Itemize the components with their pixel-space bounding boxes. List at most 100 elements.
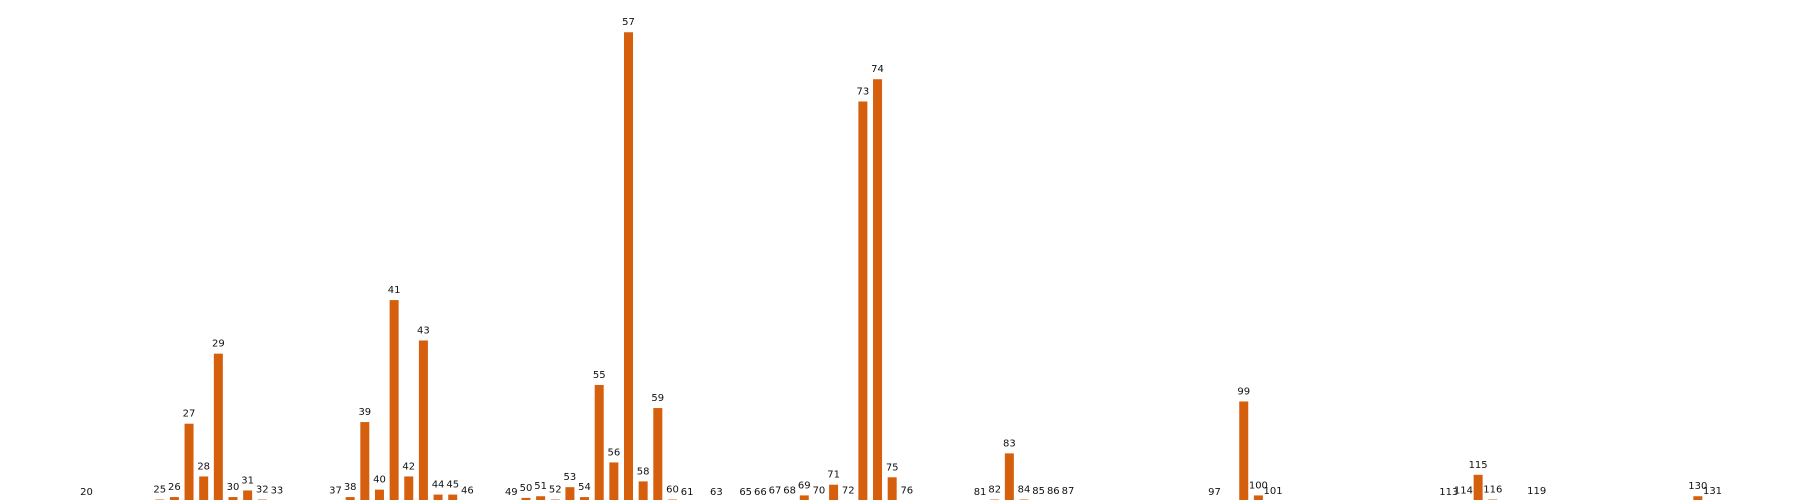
bar-75 — [887, 477, 897, 500]
data-label-54: 54 — [578, 482, 591, 493]
data-label-66: 66 — [754, 487, 767, 498]
data-label-101: 101 — [1263, 486, 1282, 497]
data-label-52: 52 — [549, 485, 562, 496]
data-label-69: 69 — [798, 480, 811, 491]
data-label-57: 57 — [622, 17, 635, 28]
bar-50 — [521, 497, 531, 500]
data-label-55: 55 — [593, 370, 606, 381]
data-label-60: 60 — [666, 485, 679, 496]
data-label-97: 97 — [1208, 487, 1221, 498]
data-label-100: 100 — [1249, 480, 1268, 491]
bar-43 — [418, 340, 428, 500]
data-label-113: 113 — [1439, 487, 1458, 498]
data-label-99: 99 — [1237, 386, 1250, 397]
data-label-119: 119 — [1527, 486, 1546, 497]
bar-54 — [580, 497, 590, 500]
data-label-73: 73 — [857, 86, 870, 97]
bar-130 — [1693, 496, 1703, 500]
bar-83 — [1004, 453, 1014, 500]
data-label-75: 75 — [886, 462, 899, 473]
data-label-30: 30 — [227, 482, 240, 493]
bar-55 — [594, 384, 604, 500]
data-label-38: 38 — [344, 482, 357, 493]
data-label-116: 116 — [1483, 485, 1502, 496]
bar-39 — [360, 422, 370, 500]
data-label-26: 26 — [168, 482, 181, 493]
data-label-86: 86 — [1047, 486, 1060, 497]
bar-29 — [213, 353, 223, 500]
data-label-68: 68 — [783, 485, 796, 496]
bar-53 — [565, 487, 575, 500]
bar-99 — [1239, 401, 1249, 500]
bar-28 — [199, 476, 209, 500]
data-label-130: 130 — [1688, 481, 1707, 492]
bar-74 — [873, 79, 883, 500]
data-label-44: 44 — [432, 480, 445, 491]
bar-30 — [228, 497, 238, 500]
data-label-33: 33 — [271, 485, 284, 496]
data-label-58: 58 — [637, 466, 650, 477]
data-label-65: 65 — [739, 487, 752, 498]
bar-38 — [345, 497, 355, 500]
data-label-51: 51 — [534, 481, 547, 492]
bar-69 — [799, 495, 809, 500]
data-label-71: 71 — [827, 470, 840, 481]
data-label-85: 85 — [1032, 486, 1045, 497]
data-label-20: 20 — [80, 487, 93, 498]
bar-59 — [653, 408, 663, 500]
bar-42 — [404, 476, 414, 500]
data-label-131: 131 — [1703, 486, 1722, 497]
data-label-61: 61 — [681, 487, 694, 498]
bars-layer — [155, 32, 1703, 500]
data-label-114: 114 — [1454, 485, 1473, 496]
data-label-87: 87 — [1062, 486, 1075, 497]
bar-31 — [243, 490, 253, 500]
data-label-29: 29 — [212, 339, 225, 350]
data-label-28: 28 — [197, 461, 210, 472]
data-label-27: 27 — [183, 409, 196, 420]
data-label-59: 59 — [651, 393, 664, 404]
data-label-41: 41 — [388, 285, 401, 296]
bar-41 — [389, 300, 399, 500]
data-label-83: 83 — [1003, 438, 1016, 449]
data-label-46: 46 — [461, 485, 474, 496]
bar-26 — [169, 497, 179, 500]
data-label-42: 42 — [402, 461, 415, 472]
data-label-37: 37 — [329, 485, 342, 496]
data-label-53: 53 — [564, 472, 577, 483]
data-label-84: 84 — [1018, 485, 1031, 496]
data-label-25: 25 — [153, 485, 166, 496]
bar-71 — [829, 484, 839, 500]
bar-45 — [448, 494, 458, 500]
data-label-39: 39 — [358, 407, 371, 418]
bar-27 — [184, 423, 194, 500]
bar-57 — [624, 32, 633, 500]
data-label-43: 43 — [417, 325, 430, 336]
data-label-67: 67 — [769, 485, 782, 496]
data-label-50: 50 — [520, 483, 533, 494]
data-label-45: 45 — [446, 480, 459, 491]
bar-51 — [536, 496, 546, 500]
bar-115 — [1473, 474, 1483, 500]
bar-40 — [374, 489, 384, 500]
bar-100 — [1253, 495, 1263, 500]
data-label-72: 72 — [842, 485, 855, 496]
data-label-82: 82 — [988, 485, 1001, 496]
data-label-81: 81 — [974, 487, 987, 498]
data-label-49: 49 — [505, 487, 518, 498]
bar-58 — [638, 481, 648, 500]
data-label-115: 115 — [1469, 460, 1488, 471]
data-label-63: 63 — [710, 487, 723, 498]
bar-44 — [433, 494, 443, 500]
data-label-32: 32 — [256, 485, 269, 496]
data-label-74: 74 — [871, 64, 884, 75]
data-label-31: 31 — [241, 475, 254, 486]
data-label-70: 70 — [813, 485, 826, 496]
data-label-56: 56 — [607, 447, 620, 458]
data-label-40: 40 — [373, 475, 386, 486]
bar-56 — [609, 462, 619, 500]
bar-73 — [858, 101, 868, 500]
data-label-76: 76 — [900, 485, 913, 496]
